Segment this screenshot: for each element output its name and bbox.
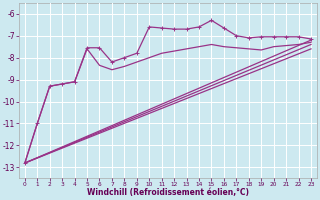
X-axis label: Windchill (Refroidissement éolien,°C): Windchill (Refroidissement éolien,°C) [87, 188, 249, 197]
